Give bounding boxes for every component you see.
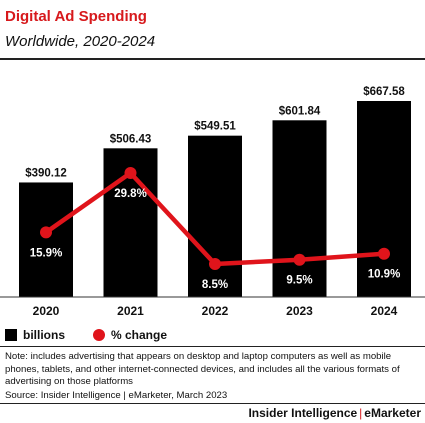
bar-2022 <box>188 135 242 297</box>
legend-line-label: % change <box>111 328 168 342</box>
bar-value-label: $549.51 <box>194 121 236 133</box>
bar-value-label: $390.12 <box>25 167 67 179</box>
bar-2020 <box>19 182 73 297</box>
brand-separator: | <box>359 406 363 420</box>
brand-right: eMarketer <box>364 406 421 420</box>
pct-value-label: 8.5% <box>202 279 228 291</box>
pct-point-2024 <box>378 247 390 260</box>
chart-subtitle: Worldwide, 2020-2024 <box>5 33 156 50</box>
bar-2023 <box>272 120 327 297</box>
legend-line-swatch <box>93 329 105 341</box>
pct-point-2022 <box>209 258 221 270</box>
chart-legend: billions % change <box>5 328 167 342</box>
top-divider <box>0 58 425 60</box>
bar-value-label: $506.43 <box>110 133 152 145</box>
chart-plot: 2020 2021 2022 2023 2024 $390.12 $506.43 $549.… <box>0 86 425 318</box>
pct-point-2023 <box>293 253 306 266</box>
brand-logo: Insider Intelligence | eMarketer <box>248 406 421 420</box>
chart-note: Note: includes advertising that appears … <box>5 351 400 387</box>
x-tick-label: 2020 <box>33 304 60 318</box>
x-tick-label: 2023 <box>286 304 313 318</box>
legend-bars-label: billions <box>23 328 65 342</box>
x-tick-label: 2022 <box>202 304 229 318</box>
brand-left: Insider Intelligence <box>248 406 358 420</box>
x-tick-label: 2021 <box>117 304 144 318</box>
pct-point-2021 <box>124 167 137 179</box>
pct-value-label: 10.9% <box>368 269 401 281</box>
bar-value-label: $667.58 <box>363 86 405 98</box>
x-tick-label: 2024 <box>371 304 398 318</box>
legend-bar-swatch <box>5 329 17 341</box>
chart-title: Digital Ad Spending <box>5 8 147 25</box>
pct-point-2020 <box>40 226 52 239</box>
footer-divider <box>0 403 425 404</box>
bar-value-label: $601.84 <box>279 105 321 117</box>
pct-value-label: 9.5% <box>286 275 312 287</box>
pct-value-label: 29.8% <box>114 188 147 200</box>
bar-2024 <box>357 101 411 297</box>
pct-value-label: 15.9% <box>30 247 63 259</box>
chart-source: Source: Insider Intelligence | eMarketer… <box>5 390 228 401</box>
legend-divider <box>0 346 425 347</box>
